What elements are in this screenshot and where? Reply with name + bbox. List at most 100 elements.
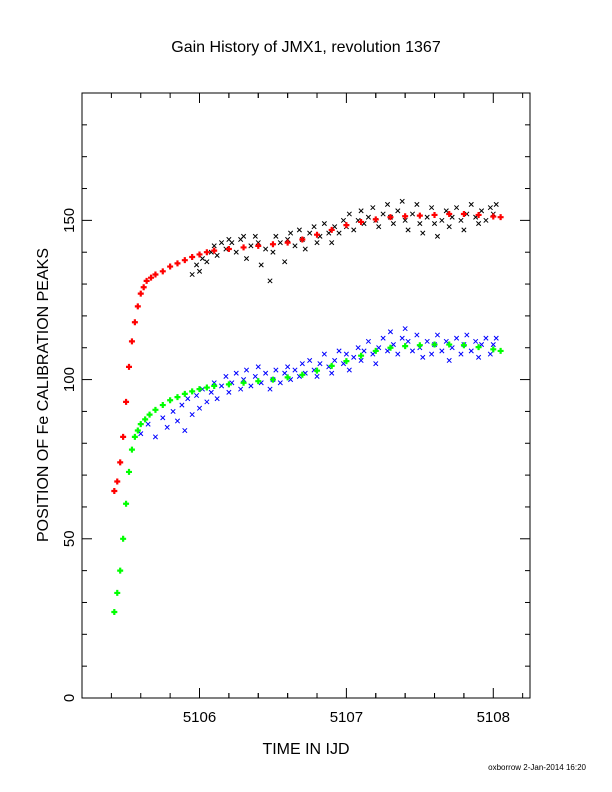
lower-peak-points-point — [483, 335, 489, 341]
upper-peak-fit-point — [152, 271, 159, 278]
upper-peak-fit-point — [225, 246, 232, 253]
upper-peak-points-point — [476, 220, 482, 227]
lower-peak-points-point — [402, 326, 408, 332]
lower-peak-fit-point — [196, 386, 203, 393]
lower-peak-points-point — [476, 354, 482, 360]
upper-peak-points-point — [267, 278, 273, 284]
lower-peak-points-point — [214, 396, 220, 402]
y-axis-label: POSITION OF Fe CALIBRATION PEAKS — [35, 248, 52, 542]
upper-peak-points-point — [277, 240, 283, 246]
upper-peak-fit-series — [111, 211, 504, 495]
lower-peak-fit-point — [431, 341, 438, 348]
lower-peak-fit-point — [460, 342, 467, 349]
upper-peak-points-point — [390, 220, 396, 227]
upper-peak-fit-point — [402, 213, 409, 220]
upper-peak-fit-point — [189, 253, 196, 260]
upper-peak-points-point — [302, 246, 308, 252]
lower-peak-points-point — [373, 361, 379, 367]
upper-peak-points-point — [321, 220, 327, 227]
upper-peak-points-point — [458, 217, 464, 223]
lower-peak-points-point — [252, 373, 258, 379]
lower-peak-points-point — [384, 348, 391, 354]
lower-peak-fit-point — [225, 381, 232, 388]
lower-peak-fit-point — [123, 500, 130, 507]
upper-peak-points-point — [346, 211, 352, 217]
lower-peak-points-point — [233, 370, 239, 376]
upper-peak-fit-point — [211, 247, 218, 254]
lower-peak-fit-point — [174, 394, 181, 401]
lower-peak-points-point — [468, 348, 474, 354]
lower-peak-points-point — [208, 389, 214, 395]
upper-peak-points-point — [282, 259, 288, 265]
lower-peak-points-point — [370, 351, 376, 357]
lower-peak-fit-point — [211, 382, 218, 389]
upper-peak-points-point — [263, 246, 269, 252]
lower-peak-fit-point — [343, 358, 350, 365]
lower-peak-fit-point — [475, 344, 482, 351]
upper-peak-points-point — [434, 233, 441, 239]
lower-peak-fit-point — [134, 427, 141, 434]
upper-peak-fit-point — [299, 236, 306, 243]
lower-peak-points-point — [241, 377, 247, 383]
lower-peak-points-point — [277, 380, 283, 386]
upper-peak-points-point — [332, 224, 338, 230]
lower-peak-fit-point — [181, 390, 188, 397]
lower-peak-fit-point — [128, 446, 135, 453]
upper-peak-fit-point — [460, 211, 467, 217]
lower-peak-fit-point — [137, 421, 144, 428]
upper-peak-points-point — [351, 227, 357, 233]
lower-peak-points-point — [399, 335, 405, 341]
plot-frame — [81, 92, 531, 699]
upper-peak-points-point — [478, 208, 485, 214]
lower-peak-fit-point — [358, 352, 365, 359]
lower-peak-points-point — [285, 364, 291, 370]
lower-peak-fit-point — [328, 362, 335, 369]
lower-peak-points-point — [390, 341, 396, 348]
lower-peak-points-point — [358, 357, 364, 364]
upper-peak-fit-point — [111, 488, 118, 495]
lower-peak-points-point — [292, 367, 298, 373]
upper-peak-points-point — [446, 224, 452, 230]
upper-peak-points-point — [399, 198, 405, 204]
upper-peak-points-point — [493, 201, 499, 208]
upper-peak-fit-point — [284, 239, 291, 246]
lower-peak-points-point — [329, 370, 335, 376]
lower-peak-points-point — [490, 341, 496, 348]
upper-peak-fit-point — [114, 478, 121, 485]
lower-peak-fit-point — [314, 367, 321, 374]
upper-peak-fit-point — [240, 244, 247, 251]
lower-peak-points-point — [336, 348, 342, 354]
lower-peak-points-point — [420, 354, 426, 360]
upper-peak-points-point — [292, 243, 298, 249]
upper-peak-points-point — [417, 220, 423, 227]
lower-peak-fit-point — [120, 535, 127, 542]
upper-peak-points-point — [307, 230, 313, 236]
upper-peak-fit-point — [358, 218, 365, 225]
lower-peak-points-point — [355, 345, 361, 351]
lower-peak-points-point — [164, 424, 170, 430]
lower-peak-points-point — [449, 345, 455, 351]
lower-peak-fit-point — [387, 344, 394, 351]
upper-peak-points-point — [258, 262, 264, 268]
lower-peak-points-point — [387, 329, 394, 335]
upper-peak-fit-point — [269, 241, 276, 248]
upper-peak-fit-point — [446, 211, 453, 217]
lower-peak-fit-point — [490, 346, 497, 353]
upper-peak-points-point — [314, 240, 320, 246]
lower-peak-fit-point — [114, 589, 121, 596]
lower-peak-points-point — [138, 431, 144, 437]
upper-peak-points-point — [384, 201, 391, 208]
lower-peak-points-point — [429, 351, 435, 357]
axis-tick-labels: 0 50 100 150 5106 5107 5108 — [61, 208, 510, 726]
upper-peak-points-point — [241, 233, 247, 239]
upper-peak-fit-point — [475, 211, 482, 218]
lower-peak-points-point — [307, 357, 313, 364]
lower-peak-points-point — [464, 332, 470, 338]
upper-peak-fit-point — [372, 216, 379, 223]
upper-peak-fit-point — [117, 459, 124, 466]
lower-peak-points-point — [458, 351, 464, 357]
upper-peak-points-point — [439, 217, 445, 223]
upper-peak-points-point — [449, 214, 455, 220]
lower-peak-points-point — [145, 421, 151, 427]
y-tick-label: 150 — [61, 208, 78, 233]
